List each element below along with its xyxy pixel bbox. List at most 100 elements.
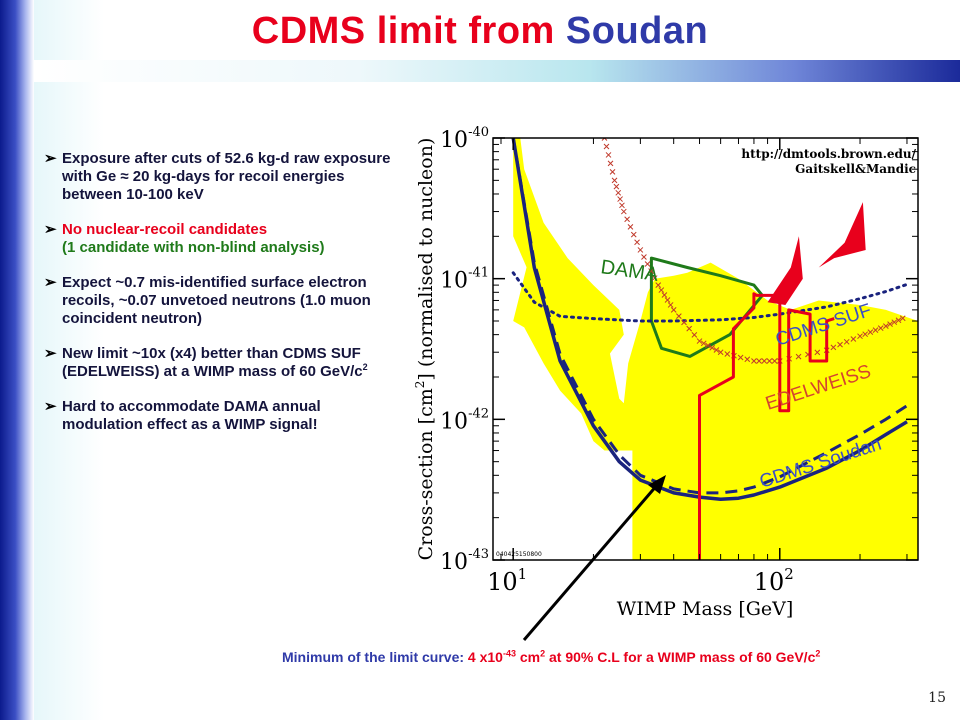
edelweiss-marker [862,331,869,338]
edelweiss-marker [737,354,744,361]
edelweiss-marker [713,347,720,353]
edelweiss-marker [691,331,698,338]
caption-value-exp2: 2 [540,648,546,659]
edelweiss-marker [613,183,620,190]
cdms-soudan-line [511,138,908,502]
edelweiss-marker [883,323,889,329]
arrow-bullet-icon: ➢ [44,274,57,291]
edelweiss-marker [661,292,668,298]
caption: Minimum of the limit curve: 4 x10-43 cm2… [282,647,862,667]
edelweiss-marker [637,247,644,253]
bullet-text: No nuclear-recoil candidates [62,221,268,238]
left-fade-decoration [34,0,104,720]
edelweiss-markers [601,138,906,364]
edelweiss-marker [681,319,687,326]
bullet-item: ➢ Exposure after cuts of 52.6 kg-d raw e… [44,150,394,204]
edelweiss-marker [766,358,773,364]
caption-value-post: at 90% C.L [545,649,620,665]
edelweiss-marker [617,196,623,202]
bullet-item: ➢ No nuclear-recoil candidates (1 candid… [44,221,394,257]
bullet-text: New limit ~10x (x4) better than CDMS SUF… [62,345,363,380]
y-tick-label: 10-43 [440,547,489,575]
plot-id: 040425150800 [496,551,542,558]
title-underline-band [34,60,960,82]
edelweiss-marker [700,340,707,347]
edelweiss-marker [634,239,640,246]
red-excluded-peak [767,236,803,305]
arrow-bullet-icon: ➢ [44,221,57,238]
caption-lead: Minimum of the limit curve: [282,649,468,665]
edelweiss-marker [611,177,618,184]
series-4-line [698,292,835,560]
caption-value-mid: cm [515,649,541,665]
limit-plot: 101 102 10-40 10-41 10-42 10-43 Cross-section… [400,118,950,618]
x-tick-label: 102 [754,565,794,596]
x-tick-label: 101 [487,565,527,596]
y-axis-label-exp: 2 [413,381,427,389]
edelweiss-marker [664,297,671,303]
edelweiss-marker [609,169,616,175]
edelweiss-marker [658,287,665,293]
edelweiss-marker [761,358,768,364]
bullet-list: ➢ Exposure after cuts of 52.6 kg-d raw e… [44,150,394,451]
edelweiss-marker [877,325,884,331]
edelweiss-marker [670,307,677,313]
y-axis-label-tail: ] (normalised to nucleon) [415,138,437,381]
source-url: http://dmtools.brown.edu/ [741,147,916,161]
edelweiss-marker [603,143,610,150]
yellow-allowed-region [513,236,918,560]
caption-tail-exp: 2 [815,648,821,659]
svg-text:Cross-section [cm2] (normalise: Cross-section [cm2] (normalised to nucle… [413,138,437,561]
edelweiss-marker [696,338,703,344]
edelweiss-marker [872,327,879,333]
series-1-line [511,138,908,495]
caption-value-exp: -43 [502,648,516,659]
arrow-bullet-icon: ➢ [44,398,57,415]
edelweiss-marker [830,344,837,351]
edelweiss-marker [899,315,906,322]
edelweiss-marker [624,216,630,223]
edelweiss-marker [717,349,724,356]
edelweiss-marker [655,282,662,288]
edelweiss-marker [891,319,898,326]
y-axis-label: Cross-section [cm2] (normalised to nucle… [413,138,437,561]
edelweiss-marker [724,351,731,357]
edelweiss-marker [667,302,674,308]
edelweiss-marker [641,254,647,260]
edelweiss-marker [837,341,843,348]
edelweiss-marker [771,358,778,364]
edelweiss-marker [843,338,850,345]
yellow-allowed-band [513,138,624,361]
edelweiss-marker [676,313,682,319]
y-tick-label: 10-40 [440,125,489,153]
bullet-item: ➢ Hard to accommodate DAMA annual modula… [44,398,394,434]
edelweiss-marker [619,202,625,209]
caption-value-pre: 4 x10 [467,649,503,665]
edelweiss-marker [644,261,651,267]
y-tick-label: 10-41 [440,266,489,294]
edelweiss-marker [620,208,627,215]
edelweiss-marker [601,138,608,141]
bullet-text-secondary: (1 candidate with non-blind analysis) [62,239,325,256]
cdms-suf-line [511,271,909,323]
edelweiss-marker [850,336,857,342]
title-part-red: CDMS limit from [251,10,566,52]
edelweiss-marker [709,344,716,351]
edelweiss-marker [605,152,612,158]
arrow-bullet-icon: ➢ [44,345,57,362]
title-part-blue: Soudan [565,10,709,52]
edelweiss-marker [686,325,693,332]
edelweiss-marker [887,321,893,327]
bullet-superscript: 2 [362,362,368,372]
edelweiss-marker [627,224,634,230]
source-authors: Gaitskell&Mandic [795,162,916,176]
page-number: 15 [928,690,946,706]
edelweiss-marker [895,317,902,324]
caption-tail: for a WIMP mass of 60 GeV/c [619,649,816,665]
edelweiss-marker [756,358,762,364]
bullet-text: Hard to accommodate DAMA annual modulati… [62,398,321,433]
arrow-bullet-icon: ➢ [44,150,57,167]
edelweiss-marker [795,353,802,360]
edelweiss-marker [814,349,821,356]
edelweiss-marker [607,160,614,167]
